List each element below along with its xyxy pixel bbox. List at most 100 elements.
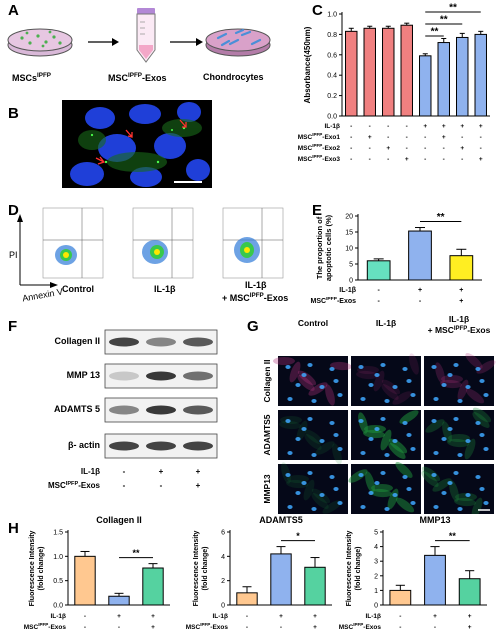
cytoplasm-stain (447, 438, 469, 448)
nucleus (329, 367, 335, 371)
bar (345, 30, 358, 117)
chart-title: ADAMTS5 (259, 515, 303, 525)
condition-symbol: - (406, 145, 408, 152)
condition-symbol: + (479, 123, 483, 130)
condition-row-label: MSCIPFP-Exos (186, 622, 229, 631)
condition-symbol: - (424, 145, 426, 152)
condition-symbol: - (350, 145, 352, 152)
nucleus (337, 393, 343, 397)
panel-b-label: B (8, 105, 19, 122)
band-label: Collagen II (54, 336, 100, 346)
cytoplasm-stain (365, 471, 375, 493)
condition-row-label: IL-1β (365, 613, 381, 620)
condition-row-label: MSCIPFP-Exos (48, 481, 101, 490)
nucleus (301, 427, 307, 431)
condition-row-label: MSCIPFP-Exos (311, 296, 357, 305)
y-tick-label: 0.8 (327, 32, 337, 39)
cytoplasm-stain (325, 384, 335, 406)
nucleus (295, 383, 301, 387)
cytoplasm-stain (449, 480, 459, 502)
bar (382, 27, 395, 117)
cytoplasm-stain (348, 469, 368, 483)
cytoplasm-stain (289, 361, 301, 383)
bar (108, 595, 130, 606)
y-axis-label: Fluorescence Intensity (193, 530, 200, 606)
cytoplasm-stain (455, 493, 477, 501)
condition-symbol: + (159, 467, 164, 476)
y-tick-label: 10 (345, 246, 353, 253)
y-axis-label: (fold change) (355, 547, 362, 591)
column-label-line2: + MSCIPFP-Exos (428, 325, 491, 335)
nucleus (475, 367, 481, 371)
cytoplasm-stain (330, 361, 352, 371)
nucleus (410, 501, 416, 505)
cytoplasm-stain (303, 479, 315, 501)
condition-symbol: + (117, 613, 121, 620)
y-tick-label: 6 (221, 530, 225, 537)
panel-d-flow-plots (17, 207, 284, 288)
condition-symbol: - (118, 624, 120, 631)
condition-symbol: + (368, 134, 372, 141)
nucleus (447, 427, 453, 431)
nucleus (465, 493, 471, 497)
condition-symbol: - (399, 624, 401, 631)
panel-a-label: A (8, 2, 19, 19)
nucleus (431, 419, 437, 423)
nucleus (453, 471, 459, 475)
nucleus (479, 379, 485, 383)
nucleus (329, 475, 335, 479)
cytoplasm-stain (273, 357, 295, 365)
column-label: IL-1β (376, 318, 396, 328)
nucleus (402, 421, 408, 425)
y-axis-label: (fold change) (202, 547, 209, 591)
cytoplasm-stain (388, 443, 406, 459)
chart-h3: MMP13 0 1 2 3 4 5 Fluorescence Intensity (fold c… (339, 515, 487, 631)
nucleus (358, 473, 364, 477)
bar (456, 36, 469, 117)
bar (270, 553, 292, 606)
condition-symbol: + (442, 134, 446, 141)
cytoplasm-stain (395, 497, 415, 513)
bar (408, 230, 432, 281)
cytoplasm-stain (332, 443, 342, 465)
condition-symbol: - (399, 613, 401, 620)
nucleus (287, 505, 293, 509)
condition-row-label: MSCIPFP-Exo2 (298, 143, 341, 152)
y-tick-label: 5 (374, 530, 378, 537)
chart-title: Collagen II (96, 515, 142, 525)
nucleus (307, 471, 313, 475)
condition-symbol: + (460, 145, 464, 152)
cytoplasm-stain (356, 370, 378, 380)
nucleus (374, 373, 380, 377)
condition-symbol: - (387, 156, 389, 163)
blot-band (183, 337, 213, 347)
row-label: Collagen II (262, 360, 272, 403)
nucleus (337, 447, 343, 451)
nucleus (319, 385, 325, 389)
y-tick-label: 1 (374, 588, 378, 595)
condition-row-label: IL-1β (339, 287, 356, 294)
cytoplasm-stain (311, 493, 329, 509)
panel-b-micrograph (62, 100, 212, 188)
blot-band (109, 371, 139, 381)
nucleus (287, 397, 293, 401)
cytoplasm-stain (464, 438, 476, 460)
panel-f-western-blot: Collagen II MMP 13 ADAMTS 5 β- actin IL-1β - +… (48, 329, 218, 490)
y-tick-label: 0.0 (53, 603, 63, 610)
bar (363, 27, 376, 117)
condition-symbol: + (313, 624, 317, 631)
panel-g-immunofluorescence: Control IL-1β IL-1β+ MSCIPFP-ExosCollagen … (262, 314, 496, 514)
condition-symbol: + (423, 123, 427, 130)
y-tick-label: 1.0 (327, 12, 337, 19)
nucleus (360, 451, 366, 455)
nucleus (285, 419, 291, 423)
condition-symbol: - (246, 624, 248, 631)
row-label: MMP13 (262, 474, 272, 504)
cytoplasm-stain (363, 429, 385, 439)
y-axis-label: (fold change) (38, 547, 45, 591)
cytoplasm-stain (435, 362, 445, 384)
nucleus (368, 437, 374, 441)
nucleus (465, 439, 471, 443)
nucleus (431, 473, 437, 477)
